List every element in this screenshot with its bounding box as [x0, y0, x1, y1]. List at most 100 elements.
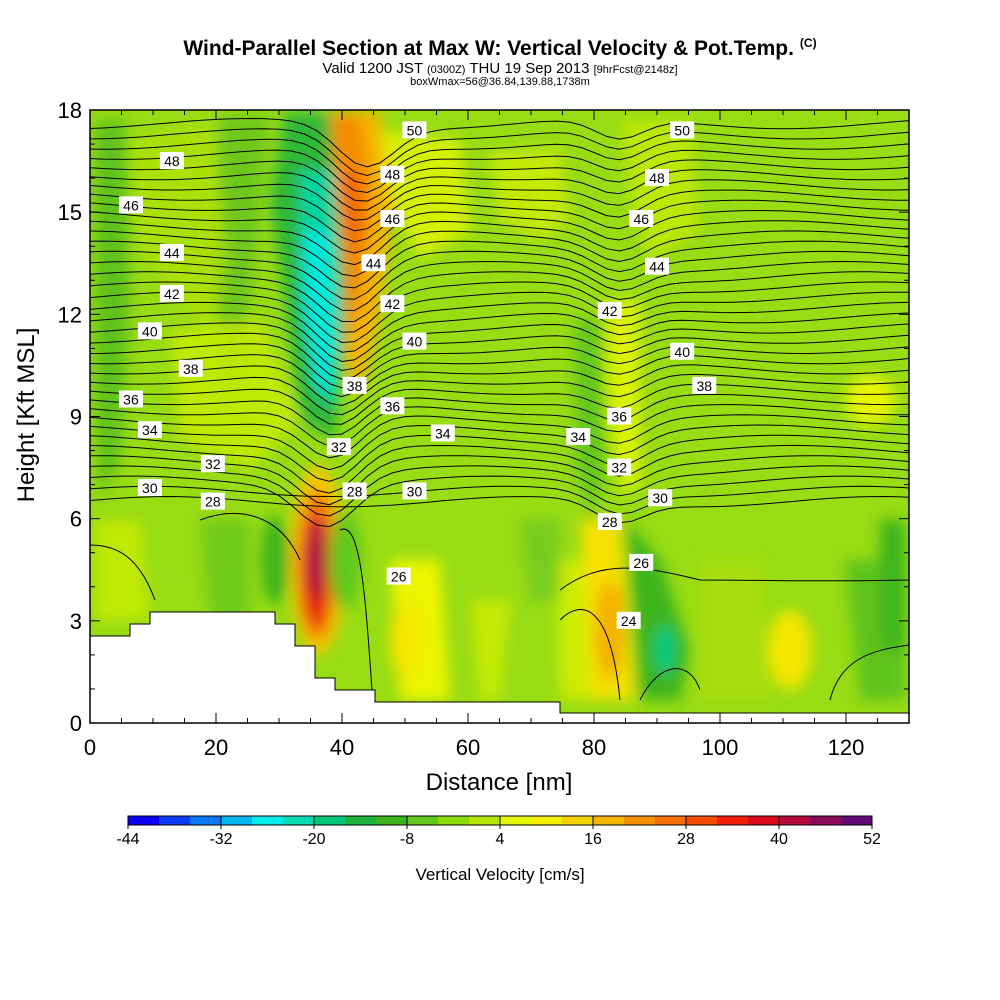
colorbar-swatch	[717, 816, 749, 825]
contour-label: 34	[430, 424, 455, 442]
contour-label-box	[380, 209, 405, 227]
theta-contour	[90, 169, 909, 211]
y-tick-label: 15	[58, 200, 82, 225]
contour-label-text: 42	[385, 296, 401, 312]
theta-contour	[90, 322, 909, 372]
x-tick-label: 80	[582, 735, 606, 760]
theta-contour	[90, 260, 909, 312]
contour-label-box	[607, 407, 632, 425]
contour-label-text: 50	[407, 122, 423, 138]
theta-contours	[90, 117, 909, 701]
contour-label: 46	[380, 209, 405, 227]
colorbar-swatch	[748, 816, 780, 825]
contour-label-box	[402, 482, 427, 500]
contour-label-text: 32	[611, 460, 627, 476]
colorbar-swatch	[128, 816, 160, 825]
contour-label: 28	[597, 513, 622, 531]
contour-label-text: 28	[347, 483, 363, 499]
contour-label-text: 44	[164, 245, 180, 261]
contour-label-text: 26	[391, 569, 407, 585]
contour-label: 30	[402, 482, 427, 500]
contour-label-box	[645, 257, 669, 275]
contour-label-box	[137, 322, 162, 340]
contour-label: 42	[597, 301, 622, 319]
contour-label: 48	[159, 152, 184, 170]
contour-label-box	[616, 611, 641, 629]
theta-contour	[90, 117, 909, 168]
box-info: boxWmax=56@36.84,139.88,1738m	[410, 76, 590, 88]
contour-label-text: 36	[123, 391, 139, 407]
contour-label-box	[402, 332, 427, 350]
theta-contour	[639, 668, 701, 701]
contour-label-text: 30	[407, 483, 423, 499]
x-axis-title: Distance [nm]	[426, 769, 573, 796]
theta-contour	[90, 240, 909, 289]
contour-label: 36	[607, 407, 632, 425]
contour-label: 46	[629, 209, 654, 227]
contour-label: 36	[380, 397, 405, 415]
contour-label: 28	[342, 482, 367, 500]
colorbar-label: 16	[584, 831, 602, 848]
contour-label-text: 42	[602, 303, 618, 319]
colorbar-swatch	[562, 816, 594, 825]
x-tick-label: 60	[456, 735, 480, 760]
colorbar-label: -20	[302, 831, 325, 848]
contour-label-box	[178, 359, 203, 377]
contour-label-text: 28	[602, 514, 618, 530]
contour-label: 32	[200, 455, 225, 473]
colorbar-swatch	[469, 816, 501, 825]
contour-label: 46	[118, 196, 143, 214]
contour-label-box	[692, 376, 717, 394]
contour-label-text: 46	[123, 197, 139, 213]
contour-label-text: 38	[183, 361, 199, 377]
colorbar-label: 52	[863, 831, 881, 848]
theta-contour	[90, 354, 909, 398]
terrain-mask	[90, 611, 909, 723]
theta-contour	[90, 149, 909, 194]
contour-label-text: 48	[649, 170, 665, 186]
contour-label-text: 46	[633, 211, 649, 227]
contour-label-text: 46	[385, 211, 401, 227]
x-tick-label: 120	[828, 735, 865, 760]
contour-labels: 50 50 48 48 48 46 46 46 44 44 44 42 42 42 40 40 40 38 38 38…	[118, 121, 717, 629]
theta-contour	[559, 567, 909, 591]
contour-label-box	[159, 244, 184, 262]
contour-label-box	[607, 458, 632, 476]
contour-label-box	[386, 567, 411, 585]
velocity-field: 50 50 48 48 48 46 46 46 44 44 44 42 42 42 40 40 40 38 38 38…	[90, 110, 909, 723]
colorbar-swatch	[655, 816, 687, 825]
contour-label-text: 44	[649, 259, 665, 275]
contour-label-text: 38	[696, 378, 712, 394]
colorbar-swatch	[376, 816, 408, 825]
contour-label-text: 32	[205, 456, 221, 472]
contour-label-text: 24	[621, 613, 637, 629]
y-tick-label: 9	[70, 405, 82, 430]
contour-label-text: 30	[652, 490, 668, 506]
theta-contour	[90, 250, 909, 300]
y-tick-label: 6	[70, 507, 82, 532]
contour-label-box	[137, 421, 162, 439]
contour-label-box	[200, 455, 225, 473]
y-tick-label: 3	[70, 609, 82, 634]
colorbar-swatch	[221, 816, 253, 825]
contour-label: 40	[402, 332, 427, 350]
theta-contour	[90, 271, 909, 323]
contour-label: 38	[178, 359, 203, 377]
contour-label-text: 42	[164, 286, 180, 302]
valid-prefix: Valid 1200 JST	[322, 60, 423, 77]
theta-contour	[90, 383, 909, 425]
colorbar-swatch	[686, 816, 718, 825]
contour-label-box	[566, 427, 591, 445]
theta-contour	[90, 179, 909, 221]
theta-contour	[90, 455, 909, 506]
contour-label: 50	[670, 121, 695, 139]
theta-contour	[90, 485, 909, 515]
chart-title-text: Wind-Parallel Section at Max W: Vertical…	[183, 37, 794, 60]
colorbar-label: -8	[400, 831, 414, 848]
colorbar-title: Vertical Velocity [cm/s]	[415, 865, 584, 884]
theta-contour	[90, 128, 909, 177]
contour-label: 28	[200, 492, 225, 510]
contour-label-box	[342, 376, 367, 394]
theta-contour	[339, 528, 373, 691]
